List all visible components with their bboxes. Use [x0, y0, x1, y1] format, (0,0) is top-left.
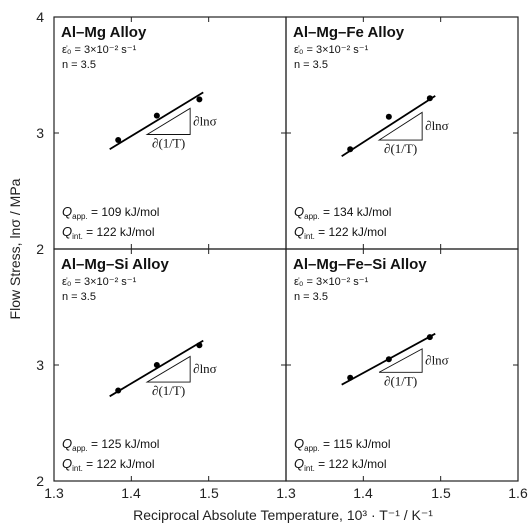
- data-point: [153, 362, 160, 368]
- q-int-label: Qint. = 122 kJ/mol: [62, 224, 155, 241]
- slope-run-label: ∂(1/T): [384, 141, 417, 156]
- data-point: [153, 112, 160, 119]
- slope-run-label: ∂(1/T): [384, 373, 417, 388]
- regression-line: [109, 91, 204, 151]
- slope-triangle: [378, 348, 423, 373]
- data-point: [115, 387, 122, 394]
- x-tick-label: 1.3: [44, 485, 64, 501]
- panel-title: Al–Mg–Si Alloy: [61, 256, 169, 273]
- data-point: [385, 356, 392, 363]
- q-int-label: Qint. = 122 kJ/mol: [62, 456, 155, 473]
- y-tick-label: 2: [36, 241, 44, 257]
- q-int-label: Qint. = 122 kJ/mol: [294, 224, 387, 241]
- panel-4: Al–Mg–Fe–Si Alloy ε̇₀ = 3×10⁻² s⁻¹ n = 3.5…: [285, 248, 519, 482]
- y-tick-label: 4: [36, 9, 44, 25]
- panel-2: Al–Mg–Fe Alloy ε̇₀ = 3×10⁻² s⁻¹ n = 3.5 Qap…: [285, 16, 519, 250]
- x-tick-label: 1.4: [353, 485, 373, 501]
- panel-title: Al–Mg–Fe Alloy: [293, 24, 405, 41]
- x-tick-label: 1.3: [276, 485, 296, 501]
- data-point: [385, 113, 392, 120]
- q-app-label: Qapp. = 115 kJ/mol: [294, 436, 391, 453]
- data-point: [347, 374, 354, 381]
- y-axis-label: Flow Stress, lnσ / MPa: [7, 178, 23, 319]
- slope-run-label: ∂(1/T): [152, 383, 185, 398]
- regression-line: [109, 339, 204, 398]
- data-point: [196, 96, 203, 103]
- x-tick-label: 1.4: [121, 485, 141, 501]
- q-app-label: Qapp. = 109 kJ/mol: [62, 204, 159, 221]
- regression-line: [341, 95, 436, 157]
- strain-rate-label: ε̇₀ = 3×10⁻² s⁻¹: [62, 44, 137, 56]
- slope-triangle: [145, 355, 191, 383]
- slope-triangle: [145, 107, 191, 135]
- data-point: [347, 146, 354, 153]
- q-int-label: Qint. = 122 kJ/mol: [294, 456, 387, 473]
- q-app-label: Qapp. = 134 kJ/mol: [294, 204, 391, 221]
- data-point: [115, 136, 122, 143]
- n-value-label: n = 3.5: [294, 291, 328, 303]
- strain-rate-label: ε̇₀ = 3×10⁻² s⁻¹: [294, 44, 369, 56]
- strain-rate-label: ε̇₀ = 3×10⁻² s⁻¹: [294, 276, 369, 288]
- x-axis-label: Reciprocal Absolute Temperature, 10³ · T…: [133, 507, 433, 523]
- panels-group: Al–Mg Alloy ε̇₀ = 3×10⁻² s⁻¹ n = 3.5 Qapp. …: [53, 16, 519, 482]
- n-value-label: n = 3.5: [62, 59, 96, 71]
- slope-rise-label: ∂lnσ: [193, 361, 217, 376]
- x-tick-label: 1.5: [199, 485, 219, 501]
- y-tick-label: 3: [36, 357, 44, 373]
- strain-rate-label: ε̇₀ = 3×10⁻² s⁻¹: [62, 276, 137, 288]
- slope-rise-label: ∂lnσ: [193, 113, 217, 128]
- x-tick-label: 1.5: [431, 485, 451, 501]
- slope-rise-label: ∂lnσ: [425, 353, 449, 368]
- slope-triangle: [377, 111, 423, 141]
- data-point: [196, 342, 203, 349]
- y-tick-label: 3: [36, 125, 44, 141]
- panel-title: Al–Mg–Fe–Si Alloy: [293, 256, 427, 273]
- data-point: [426, 334, 433, 341]
- n-value-label: n = 3.5: [62, 291, 96, 303]
- n-value-label: n = 3.5: [294, 59, 328, 71]
- panel-1: Al–Mg Alloy ε̇₀ = 3×10⁻² s⁻¹ n = 3.5 Qapp. …: [53, 16, 287, 250]
- slope-rise-label: ∂lnσ: [425, 118, 449, 133]
- slope-run-label: ∂(1/T): [152, 136, 185, 151]
- panel-3: Al–Mg–Si Alloy ε̇₀ = 3×10⁻² s⁻¹ n = 3.5 Qap…: [53, 248, 287, 482]
- data-point: [426, 95, 433, 102]
- y-tick-label: 2: [36, 473, 44, 489]
- panel-title: Al–Mg Alloy: [61, 24, 147, 41]
- q-app-label: Qapp. = 125 kJ/mol: [62, 436, 159, 453]
- x-tick-label: 1.6: [508, 485, 528, 501]
